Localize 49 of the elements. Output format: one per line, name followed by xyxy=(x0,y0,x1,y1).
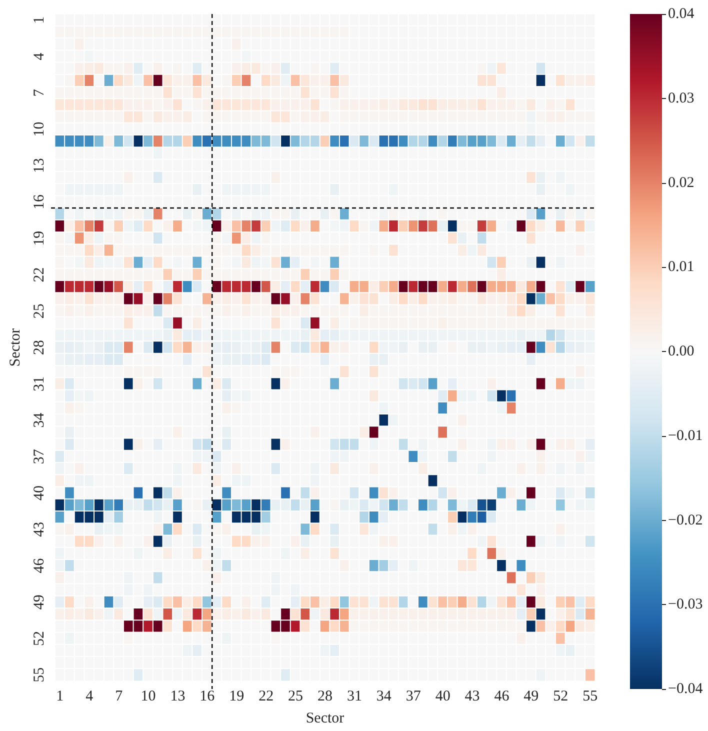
color-bar-label: −0.04 xyxy=(668,681,704,697)
y-tick-label: 46 xyxy=(32,558,48,574)
y-tick-label: 13 xyxy=(32,158,48,174)
y-tick-label: 19 xyxy=(32,230,48,246)
color-bar-label: 0.02 xyxy=(668,174,694,191)
x-tick-label: 4 xyxy=(86,688,94,704)
y-tick-label: 28 xyxy=(32,340,48,355)
y-tick-label: 22 xyxy=(32,267,48,282)
y-tick-label: 52 xyxy=(32,631,48,646)
x-tick-label: 52 xyxy=(553,688,568,704)
x-tick-label: 16 xyxy=(200,688,216,704)
x-tick-label: 34 xyxy=(376,688,392,704)
y-tick-label: 34 xyxy=(32,412,48,428)
color-bar-label: 0.04 xyxy=(668,6,695,22)
y-tick-label: 16 xyxy=(32,194,48,210)
y-tick-label: 37 xyxy=(32,448,48,464)
x-tick-label: 31 xyxy=(346,688,362,704)
y-tick-label: 4 xyxy=(32,52,48,60)
x-tick-label: 46 xyxy=(494,688,510,704)
y-tick-label: 49 xyxy=(32,594,48,610)
x-tick-label: 25 xyxy=(288,688,304,704)
x-tick-label: 40 xyxy=(435,688,450,704)
x-tick-label: 49 xyxy=(524,688,539,704)
y-tick-label: 31 xyxy=(32,376,48,392)
x-axis-title: Sector xyxy=(306,710,344,726)
color-bar-label: −0.01 xyxy=(668,428,703,444)
x-tick-label: 37 xyxy=(406,688,422,704)
x-tick-label: 43 xyxy=(464,688,480,704)
y-tick-label: 40 xyxy=(32,486,48,501)
x-tick-label: 19 xyxy=(229,688,244,704)
x-tick-label: 1 xyxy=(56,688,64,704)
color-bar-label: 0.00 xyxy=(668,344,694,360)
y-tick-label: 7 xyxy=(32,88,48,97)
x-tick-label: 10 xyxy=(140,688,156,704)
y-tick-label: 43 xyxy=(32,522,48,537)
y-tick-label: 10 xyxy=(32,122,48,137)
color-bar-label: 0.01 xyxy=(668,259,694,276)
y-axis-title: Sector xyxy=(8,328,24,367)
color-bar-label: −0.02 xyxy=(668,512,703,528)
x-tick-label: 55 xyxy=(582,688,598,704)
x-tick-label: 28 xyxy=(318,688,332,704)
x-tick-label: 22 xyxy=(258,688,274,704)
y-tick-label: 1 xyxy=(32,16,48,24)
x-tick-label: 13 xyxy=(170,688,186,704)
x-tick-label: 7 xyxy=(115,688,124,704)
color-bar-label: −0.03 xyxy=(668,596,703,613)
y-tick-label: 25 xyxy=(32,304,48,319)
y-tick-label: 55 xyxy=(32,667,48,682)
color-bar-label: 0.03 xyxy=(668,90,694,106)
